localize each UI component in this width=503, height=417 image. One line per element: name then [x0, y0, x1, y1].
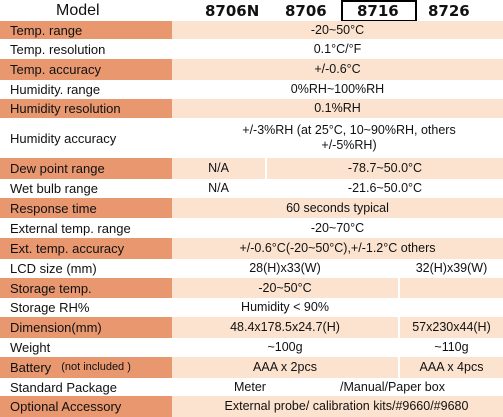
spec-row: Humidity. range 0%RH~100%RH — [0, 80, 503, 99]
spec-label: Storage RH% — [0, 298, 172, 317]
spec-label-text: Dimension(mm) — [10, 320, 102, 335]
spec-value: -78.7~50.0°C — [347, 161, 423, 175]
spec-row: Humidity accuracy +/-3%RH (at 25°C, 10~90… — [0, 118, 503, 158]
spec-label-text: Temp. range — [10, 22, 83, 38]
spec-row: Temp. range -20~50°C — [0, 21, 503, 39]
spec-label: Temp. accuracy — [0, 59, 172, 80]
spec-value: 60 seconds typical — [286, 200, 389, 215]
spec-label-text: Humidity accuracy — [10, 130, 117, 146]
spec-label: Dew point range — [0, 158, 172, 179]
spec-label: Humidity accuracy — [0, 118, 172, 158]
spec-value: 0.1%RH — [314, 101, 361, 115]
spec-label: LCD size (mm) — [0, 259, 172, 278]
spec-row: Temp. accuracy +/-0.6°C — [0, 59, 503, 80]
spec-label-text: Battery — [10, 360, 52, 375]
spec-label: Weight — [0, 338, 172, 357]
spec-value: AAA x 4pcs — [419, 360, 484, 374]
product-8706: 8706 — [285, 2, 327, 20]
spec-value: 0.1°C/°F — [313, 41, 362, 56]
spec-label-text: Temp. resolution — [10, 41, 106, 57]
spec-label-text: Temp. accuracy — [10, 62, 102, 77]
spec-value: N/A — [208, 181, 229, 195]
spec-row: External temp. range -20~70°C — [0, 218, 503, 238]
spec-value: ~110g — [434, 340, 469, 354]
spec-row: Standard Package Meter/Manual/Paper box — [0, 378, 503, 396]
spec-value: ~100g — [267, 340, 303, 354]
spec-label-note: (not included ) — [61, 361, 131, 373]
column-divider — [398, 317, 400, 338]
spec-value: AAA x 2pcs — [253, 360, 317, 374]
spec-row: Response time 60 seconds typical — [0, 198, 503, 218]
spec-label: Dimension(mm) — [0, 317, 172, 338]
spec-value: +/-0.6°C — [314, 62, 361, 76]
spec-value: Meter — [234, 379, 266, 394]
spec-label: Standard Package — [0, 378, 172, 396]
spec-row: Dimension(mm) 48.4x178.5x24.7(H) 57x230x44… — [0, 317, 503, 338]
spec-label: Storage temp. — [0, 278, 172, 298]
spec-row: Battery (not included ) AAA x 2pcs AAA x 4p… — [0, 357, 503, 378]
spec-row: Dew point range N/A -78.7~50.0°C — [0, 158, 503, 179]
spec-label-text: Ext. temp. accuracy — [10, 241, 125, 256]
table-header: Model 8706N 8706 8716 8726 — [0, 0, 503, 22]
spec-value: -20~50°C — [258, 280, 312, 295]
product-8706n: 8706N — [205, 2, 260, 20]
model-label: Model — [56, 2, 100, 19]
spec-row: Weight ~100g ~110g — [0, 338, 503, 357]
product-8726: 8726 — [428, 2, 470, 20]
spec-label: Temp. range — [0, 21, 172, 39]
column-divider — [265, 158, 267, 179]
spec-row: Humidity resolution 0.1%RH — [0, 99, 503, 118]
spec-row: Ext. temp. accuracy +/-0.6°C(-20~50°C),+/… — [0, 238, 503, 259]
spec-label: Humidity resolution — [0, 99, 172, 118]
spec-value: 32(H)x39(W) — [415, 261, 488, 275]
spec-row: Storage RH% Humidity < 90% — [0, 298, 503, 317]
spec-row: Optional Accessory External probe/ calibr… — [0, 396, 503, 417]
spec-value: 28(H)x33(W) — [249, 261, 321, 275]
spec-label: Temp. resolution — [0, 39, 172, 59]
spec-label-text: LCD size (mm) — [10, 261, 97, 276]
spec-label-text: Optional Accessory — [10, 399, 122, 414]
spec-value: +/-3%RH (at 25°C, 10~90%RH, others +/-5%… — [242, 123, 456, 152]
spec-value: 0%RH~100%RH — [290, 82, 385, 96]
spec-row: Temp. resolution 0.1°C/°F — [0, 39, 503, 59]
spec-label-text: Response time — [10, 200, 97, 216]
spec-row: Storage temp. -20~50°C — [0, 278, 503, 298]
column-divider — [398, 357, 400, 378]
spec-label: Humidity. range — [0, 80, 172, 99]
spec-label-text: Storage temp. — [10, 280, 92, 296]
spec-label: Ext. temp. accuracy — [0, 238, 172, 259]
spec-value: +/-0.6°C(-20~50°C),+/-1.2°C others — [239, 241, 436, 255]
product-8716-selected: 8716 — [341, 0, 417, 22]
spec-label-text: Weight — [10, 340, 51, 355]
spec-value: -21.6~50.0°C — [347, 181, 423, 195]
spec-label-text: Wet bulb range — [10, 181, 98, 196]
spec-value: N/A — [208, 161, 229, 175]
spec-label-text: Humidity. range — [10, 82, 101, 97]
spec-label-text: Humidity resolution — [10, 101, 121, 116]
spec-label: Optional Accessory — [0, 396, 172, 417]
column-divider — [398, 278, 400, 298]
spec-label: Battery (not included ) — [0, 357, 172, 378]
spec-value: Humidity < 90% — [241, 300, 329, 314]
spec-row: Wet bulb range N/A -21.6~50.0°C — [0, 179, 503, 198]
spec-value: 57x230x44(H) — [412, 320, 491, 334]
spec-value: /Manual/Paper box — [340, 379, 445, 394]
spec-label-text: Standard Package — [10, 379, 117, 395]
spec-value: -20~70°C — [310, 220, 365, 235]
spec-label: Wet bulb range — [0, 179, 172, 198]
spec-label-text: Dew point range — [10, 161, 105, 176]
spec-row: LCD size (mm) 28(H)x33(W) 32(H)x39(W) — [0, 259, 503, 278]
spec-label: External temp. range — [0, 218, 172, 238]
spec-label-text: External temp. range — [10, 220, 131, 236]
spec-label: Response time — [0, 198, 172, 218]
spec-label-text: Storage RH% — [10, 300, 90, 315]
spec-value: 48.4x178.5x24.7(H) — [230, 320, 340, 334]
spec-value: -20~50°C — [310, 22, 365, 37]
spec-value: External probe/ calibration kits/#9660/#… — [224, 399, 469, 413]
